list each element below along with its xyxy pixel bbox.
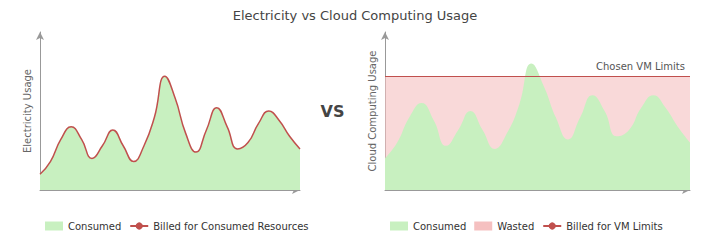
svg-text:Electricity vs Cloud Computing: Electricity vs Cloud Computing Usage	[233, 8, 478, 23]
svg-text:Electricity Usage: Electricity Usage	[22, 69, 33, 153]
svg-text:Wasted: Wasted	[497, 221, 534, 232]
svg-text:Billed for VM Limits: Billed for VM Limits	[566, 221, 662, 232]
svg-text:VS: VS	[321, 102, 345, 121]
svg-text:Consumed: Consumed	[68, 221, 121, 232]
svg-text:Billed for Consumed Resources: Billed for Consumed Resources	[153, 221, 308, 232]
svg-text:Chosen VM Limits: Chosen VM Limits	[596, 61, 685, 72]
svg-text:Consumed: Consumed	[413, 221, 466, 232]
svg-text:Cloud Computing Usage: Cloud Computing Usage	[367, 51, 378, 172]
